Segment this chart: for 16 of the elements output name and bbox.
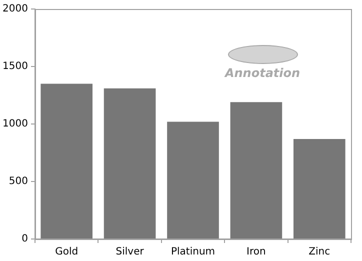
bar — [293, 138, 346, 238]
bar — [40, 84, 93, 238]
x-tick-label: Iron — [246, 246, 266, 258]
bar — [230, 102, 282, 238]
x-tick-label: Silver — [116, 246, 145, 258]
x-tick-label: Zinc — [308, 246, 330, 258]
x-tick-label: Platinum — [170, 246, 216, 258]
y-tick-label: 1500 — [2, 61, 28, 72]
annotation: Annotation — [224, 66, 300, 80]
bar — [167, 122, 219, 238]
y-tick-label: 1000 — [2, 118, 28, 130]
bar — [104, 88, 156, 238]
y-tick-label: 2000 — [2, 4, 28, 15]
y-tick-label: 500 — [8, 176, 28, 188]
x-tick-label: Gold — [55, 246, 78, 258]
y-tick-label: 0 — [22, 234, 28, 245]
